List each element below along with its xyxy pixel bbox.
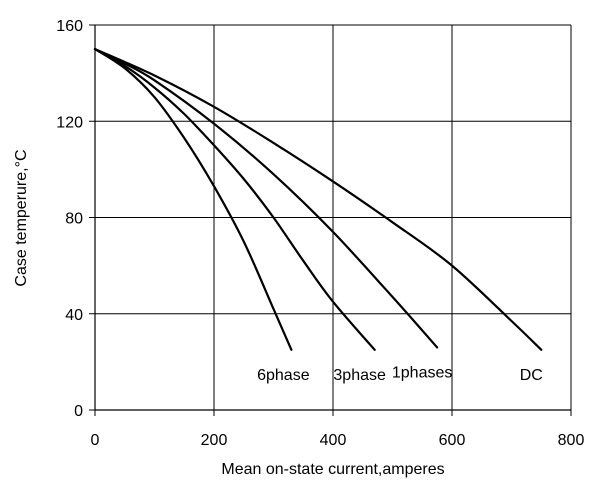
y-tick-labels: 0 40 80 120 160 bbox=[56, 18, 83, 420]
series-line-3phase bbox=[93, 48, 376, 351]
y-tick-label: 40 bbox=[65, 307, 83, 324]
x-tick-label: 0 bbox=[91, 432, 100, 449]
grid bbox=[95, 24, 572, 410]
series-label-DC: DC bbox=[520, 367, 543, 384]
x-tick-label: 600 bbox=[439, 432, 466, 449]
series-label-3phase: 3phase bbox=[333, 367, 386, 384]
series-labels: 6phase 3phase 1phases DC bbox=[257, 364, 543, 383]
series-line-1phases bbox=[93, 48, 439, 349]
series-label-1phases: 1phases bbox=[392, 364, 453, 381]
series-line-6phase bbox=[93, 48, 293, 351]
axes bbox=[89, 24, 572, 416]
x-tick-labels: 0 200 400 600 800 bbox=[91, 432, 585, 449]
y-axis-label: Case temperure,°C bbox=[13, 149, 30, 286]
y-tick-label: 120 bbox=[56, 114, 83, 131]
y-tick-label: 160 bbox=[56, 18, 83, 35]
y-tick-label: 0 bbox=[74, 403, 83, 420]
x-tick-label: 800 bbox=[558, 432, 585, 449]
y-tick-label: 80 bbox=[65, 211, 83, 228]
series-line-DC bbox=[93, 48, 543, 351]
series-label-6phase: 6phase bbox=[257, 367, 310, 384]
x-tick-label: 200 bbox=[201, 432, 228, 449]
series-lines bbox=[93, 48, 543, 351]
x-tick-label: 400 bbox=[320, 432, 347, 449]
x-axis-label: Mean on-state current,amperes bbox=[221, 461, 444, 478]
